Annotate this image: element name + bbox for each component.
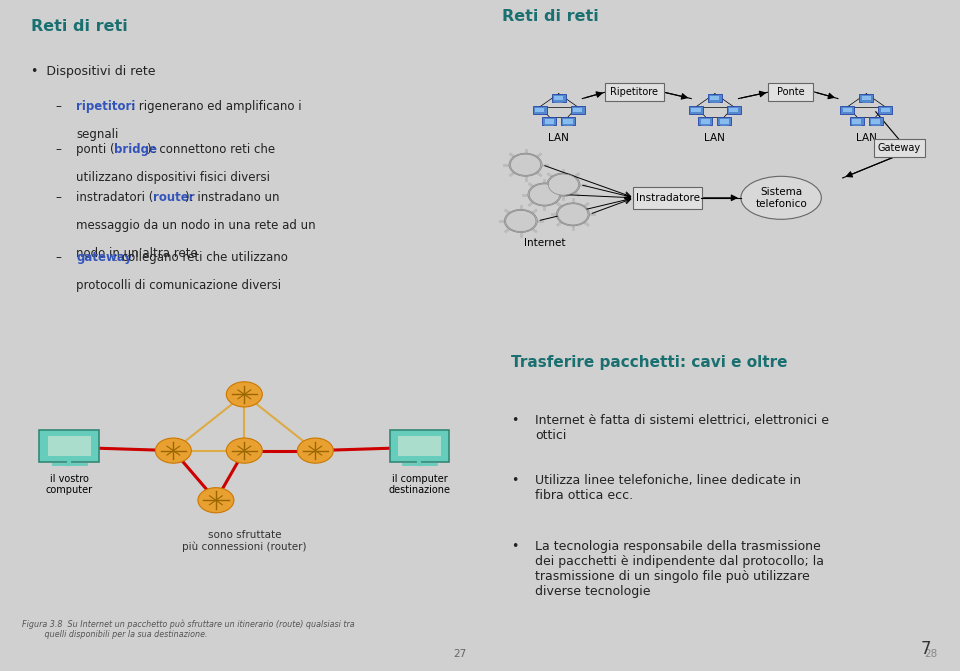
Text: Gateway: Gateway	[877, 143, 921, 153]
FancyBboxPatch shape	[633, 187, 702, 209]
Text: –: –	[55, 143, 60, 156]
Circle shape	[506, 211, 536, 231]
Text: utilizzano dispositivi fisici diversi: utilizzano dispositivi fisici diversi	[76, 171, 271, 185]
FancyBboxPatch shape	[689, 106, 703, 113]
Circle shape	[548, 174, 579, 195]
Text: il computer
destinazione: il computer destinazione	[389, 474, 450, 495]
Circle shape	[529, 184, 560, 205]
FancyBboxPatch shape	[535, 107, 544, 112]
FancyBboxPatch shape	[727, 106, 741, 113]
FancyBboxPatch shape	[554, 96, 564, 101]
Circle shape	[227, 438, 262, 463]
Text: il vostro
computer: il vostro computer	[46, 474, 93, 495]
Text: Figura 3.8  Su Internet un pacchetto può sfruttare un itinerario (route) qualsia: Figura 3.8 Su Internet un pacchetto può …	[22, 619, 354, 639]
FancyBboxPatch shape	[573, 107, 583, 112]
Circle shape	[504, 209, 538, 233]
FancyBboxPatch shape	[871, 119, 880, 123]
FancyBboxPatch shape	[564, 119, 573, 123]
Circle shape	[558, 204, 588, 225]
FancyBboxPatch shape	[691, 107, 701, 112]
FancyBboxPatch shape	[533, 106, 547, 113]
Text: Ripetitore: Ripetitore	[611, 87, 659, 97]
Text: Utilizza linee telefoniche, linee dedicate in
fibra ottica ecc.: Utilizza linee telefoniche, linee dedica…	[535, 474, 801, 502]
Text: gateway: gateway	[76, 251, 132, 264]
Text: Ponte: Ponte	[777, 87, 804, 97]
Text: : rigenerano ed amplificano i: : rigenerano ed amplificano i	[131, 100, 301, 113]
Text: instradatori (: instradatori (	[76, 191, 154, 204]
FancyBboxPatch shape	[698, 117, 712, 125]
Text: Sistema
telefonico: Sistema telefonico	[756, 187, 807, 209]
Text: router: router	[153, 191, 194, 204]
Text: La tecnologia responsabile della trasmissione
dei pacchetti è indipendente dal p: La tecnologia responsabile della trasmis…	[535, 540, 824, 598]
Text: Reti di reti: Reti di reti	[32, 19, 128, 34]
Text: •: •	[512, 414, 518, 427]
Text: •  Dispositivi di rete: • Dispositivi di rete	[32, 66, 156, 79]
FancyBboxPatch shape	[850, 117, 864, 125]
FancyBboxPatch shape	[605, 83, 664, 101]
FancyBboxPatch shape	[544, 119, 554, 123]
Circle shape	[198, 488, 234, 513]
Text: ): instradano un: ): instradano un	[185, 191, 279, 204]
Text: Internet: Internet	[524, 238, 565, 248]
Text: LAN: LAN	[705, 134, 726, 144]
Text: 28: 28	[924, 649, 937, 659]
FancyBboxPatch shape	[878, 106, 892, 113]
Circle shape	[556, 203, 589, 226]
Ellipse shape	[741, 176, 822, 219]
FancyBboxPatch shape	[880, 107, 890, 112]
Text: LAN: LAN	[856, 134, 876, 144]
FancyBboxPatch shape	[730, 107, 738, 112]
Text: sono sfruttate
più connessioni (router): sono sfruttate più connessioni (router)	[182, 530, 306, 552]
FancyBboxPatch shape	[843, 107, 852, 112]
FancyBboxPatch shape	[852, 119, 861, 123]
FancyBboxPatch shape	[720, 119, 729, 123]
Text: Internet è fatta di sistemi elettrici, elettronici e
ottici: Internet è fatta di sistemi elettrici, e…	[535, 414, 829, 442]
Text: Reti di reti: Reti di reti	[502, 9, 599, 24]
Circle shape	[547, 173, 580, 196]
Text: –: –	[55, 191, 60, 204]
Text: •: •	[512, 540, 518, 553]
FancyBboxPatch shape	[570, 106, 585, 113]
FancyBboxPatch shape	[390, 429, 449, 462]
Text: bridge: bridge	[114, 143, 157, 156]
Text: segnali: segnali	[76, 128, 119, 142]
Text: ): connettono reti che: ): connettono reti che	[147, 143, 276, 156]
FancyBboxPatch shape	[840, 106, 854, 113]
FancyBboxPatch shape	[859, 95, 874, 102]
FancyBboxPatch shape	[869, 117, 883, 125]
Circle shape	[509, 153, 542, 176]
Circle shape	[511, 154, 540, 175]
Text: 7: 7	[921, 639, 931, 658]
FancyBboxPatch shape	[39, 429, 99, 462]
FancyBboxPatch shape	[398, 435, 441, 456]
FancyBboxPatch shape	[708, 95, 722, 102]
FancyBboxPatch shape	[562, 117, 575, 125]
FancyBboxPatch shape	[875, 139, 924, 158]
Text: ripetitori: ripetitori	[76, 100, 135, 113]
Circle shape	[227, 382, 262, 407]
FancyBboxPatch shape	[542, 117, 556, 125]
Text: ponti (: ponti (	[76, 143, 115, 156]
FancyBboxPatch shape	[710, 96, 719, 101]
Text: –: –	[55, 100, 60, 113]
FancyBboxPatch shape	[768, 83, 813, 101]
Text: protocolli di comunicazione diversi: protocolli di comunicazione diversi	[76, 279, 281, 292]
Text: messaggio da un nodo in una rete ad un: messaggio da un nodo in una rete ad un	[76, 219, 316, 232]
FancyBboxPatch shape	[701, 119, 710, 123]
Circle shape	[298, 438, 333, 463]
FancyBboxPatch shape	[552, 95, 565, 102]
Text: 27: 27	[453, 649, 467, 659]
FancyBboxPatch shape	[862, 96, 871, 101]
Text: Instradatore: Instradatore	[636, 193, 700, 203]
Circle shape	[156, 438, 191, 463]
Text: •: •	[512, 474, 518, 486]
Text: Trasferire pacchetti: cavi e oltre: Trasferire pacchetti: cavi e oltre	[512, 355, 788, 370]
Text: : collegano reti che utilizzano: : collegano reti che utilizzano	[114, 251, 288, 264]
FancyBboxPatch shape	[717, 117, 732, 125]
Text: –: –	[55, 251, 60, 264]
Text: nodo in un’altra rete: nodo in un’altra rete	[76, 248, 198, 260]
Text: LAN: LAN	[548, 134, 569, 144]
FancyBboxPatch shape	[48, 435, 90, 456]
Circle shape	[528, 183, 561, 206]
